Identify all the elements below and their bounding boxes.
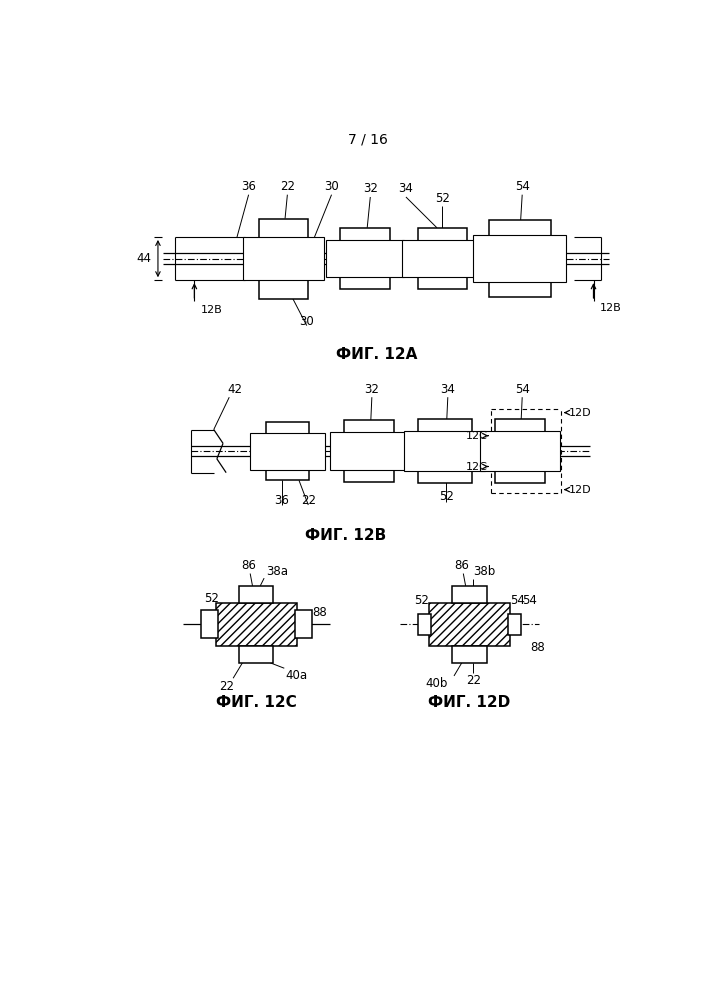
Bar: [250, 433, 325, 470]
Bar: [480, 431, 560, 471]
Bar: [344, 420, 393, 482]
Text: 12C: 12C: [465, 431, 488, 441]
Bar: [266, 422, 309, 480]
Bar: [258, 219, 308, 299]
Bar: [508, 614, 521, 635]
Text: 52: 52: [204, 592, 219, 605]
Text: 32: 32: [365, 383, 379, 396]
Text: ФИГ. 12D: ФИГ. 12D: [429, 695, 510, 710]
Bar: [452, 646, 487, 663]
Bar: [330, 432, 408, 470]
Text: 52: 52: [439, 490, 454, 503]
Text: 54: 54: [510, 594, 525, 607]
Text: ФИГ. 12B: ФИГ. 12B: [305, 528, 386, 543]
Text: 44: 44: [136, 252, 151, 265]
Text: 36: 36: [274, 494, 289, 507]
Text: 42: 42: [228, 383, 243, 396]
Bar: [419, 614, 431, 635]
Text: 88: 88: [530, 641, 545, 654]
Bar: [473, 235, 567, 282]
Bar: [495, 419, 545, 483]
Bar: [239, 586, 274, 603]
Text: 40b: 40b: [426, 677, 448, 690]
Text: 54: 54: [522, 594, 537, 607]
Bar: [452, 586, 487, 603]
Bar: [418, 228, 467, 289]
Text: 12C: 12C: [465, 462, 488, 472]
Text: 88: 88: [312, 606, 327, 619]
Bar: [295, 610, 312, 638]
Bar: [239, 646, 274, 663]
Text: 34: 34: [398, 182, 414, 195]
Text: 30: 30: [324, 180, 339, 193]
Bar: [200, 610, 218, 638]
Bar: [429, 603, 510, 646]
Text: ФИГ. 12A: ФИГ. 12A: [336, 347, 417, 362]
Text: ФИГ. 12C: ФИГ. 12C: [216, 695, 297, 710]
Text: 22: 22: [301, 494, 316, 507]
Text: 12D: 12D: [569, 408, 592, 418]
Text: 36: 36: [241, 180, 256, 193]
Text: 40a: 40a: [286, 669, 308, 682]
Text: 52: 52: [435, 192, 449, 205]
Text: 86: 86: [454, 559, 469, 572]
Text: 32: 32: [363, 182, 378, 195]
Bar: [402, 240, 482, 277]
Text: 54: 54: [515, 180, 530, 193]
Bar: [340, 228, 390, 289]
Text: 22: 22: [466, 674, 481, 687]
Text: 52: 52: [414, 594, 429, 607]
Text: 30: 30: [299, 315, 314, 328]
Text: 22: 22: [280, 180, 295, 193]
Text: 12D: 12D: [569, 485, 592, 495]
Text: 34: 34: [440, 383, 455, 396]
Bar: [243, 237, 324, 280]
Text: 86: 86: [241, 559, 256, 572]
Bar: [326, 240, 404, 277]
Text: 7 / 16: 7 / 16: [348, 133, 388, 147]
Text: 22: 22: [220, 680, 234, 693]
Bar: [404, 431, 485, 471]
Text: 38b: 38b: [473, 565, 495, 578]
Bar: [216, 603, 297, 646]
Text: 54: 54: [515, 383, 530, 396]
Text: 12B: 12B: [200, 305, 223, 315]
Bar: [418, 419, 472, 483]
Text: 38a: 38a: [266, 565, 288, 578]
Text: 12B: 12B: [600, 303, 622, 313]
Bar: [489, 220, 551, 297]
